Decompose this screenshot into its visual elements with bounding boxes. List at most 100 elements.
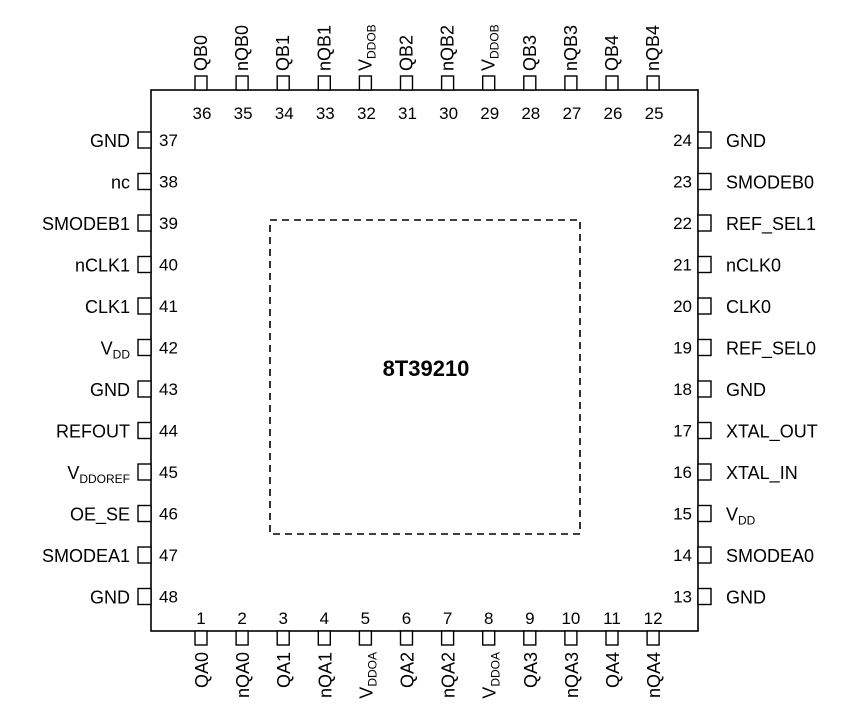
pin-number-29: 29 xyxy=(480,104,499,123)
pin-pad-41 xyxy=(137,297,152,315)
pin-8: 8 VDDOA xyxy=(480,609,503,699)
pin-15: 15 VDD xyxy=(673,505,756,528)
pin-name-left-4: CLK1 xyxy=(85,297,130,317)
pin-pad-21 xyxy=(697,255,712,274)
pin-pad-44 xyxy=(137,421,152,440)
pin-name-bottom-8: QA3 xyxy=(521,652,541,688)
pin-number-18: 18 xyxy=(673,380,692,399)
pin-number-15: 15 xyxy=(673,505,692,524)
pin-4: 4 nQA1 xyxy=(315,609,335,698)
pin-pad-36 xyxy=(194,75,208,91)
pin-pad-14 xyxy=(697,546,712,564)
pin-35: 35 nQB0 xyxy=(232,25,252,123)
pin-2: 2 nQA0 xyxy=(233,609,253,698)
pin-pad-9 xyxy=(523,630,537,646)
pin-38: 38 nc xyxy=(111,173,178,193)
pin-name-right-9: VDD xyxy=(726,505,756,528)
pin-pad-18 xyxy=(697,380,712,398)
pin-name-bottom-11: nQA4 xyxy=(644,652,664,698)
pin-pad-25 xyxy=(646,75,660,91)
pin-11: 11 QA4 xyxy=(603,609,623,688)
pin-47: 47 SMODEA1 xyxy=(42,546,178,566)
pin-name-bottom-10: QA4 xyxy=(603,652,623,688)
pin-10: 10 nQA3 xyxy=(561,609,581,698)
left-pin-column: 37 GND 38 nc 39 SMODEB1 40 nCLK1 41 CLK1 42 VDD 43 GN… xyxy=(42,131,178,608)
pin-pad-46 xyxy=(137,504,152,523)
pin-number-22: 22 xyxy=(673,214,692,233)
pin-pad-16 xyxy=(697,463,712,481)
pin-number-11: 11 xyxy=(603,609,621,628)
pin-number-40: 40 xyxy=(159,256,178,275)
pin-number-26: 26 xyxy=(604,104,623,123)
pin-33: 33 nQB1 xyxy=(314,25,334,123)
pin-25: 25 nQB4 xyxy=(643,25,663,123)
chip-body xyxy=(150,89,699,632)
pin-number-36: 36 xyxy=(193,104,212,123)
pin-number-4: 4 xyxy=(320,609,329,628)
pin-pad-20 xyxy=(697,297,712,315)
pin-name-left-11: GND xyxy=(90,588,130,608)
pin-19: 19 REF_SEL0 xyxy=(673,339,816,360)
pin-name-top-0: QB0 xyxy=(191,35,211,71)
pin-name-bottom-2: QA1 xyxy=(274,652,294,688)
pin-5: 5 VDDOA xyxy=(356,609,379,699)
pin-number-39: 39 xyxy=(159,214,178,233)
pin-name-top-8: QB3 xyxy=(520,35,540,71)
pin-number-48: 48 xyxy=(159,588,178,607)
pin-pad-37 xyxy=(137,131,152,149)
pin-name-left-3: nCLK1 xyxy=(75,256,130,276)
pin-number-25: 25 xyxy=(645,104,664,123)
pin-name-top-4: VDDOB xyxy=(355,24,378,71)
pin-41: 41 CLK1 xyxy=(85,297,178,317)
pin-43: 43 GND xyxy=(90,380,178,400)
pin-name-bottom-0: QA0 xyxy=(192,652,212,688)
pin-number-13: 13 xyxy=(673,588,692,607)
pin-22: 22 REF_SEL1 xyxy=(673,214,816,235)
pin-number-10: 10 xyxy=(561,609,580,628)
pin-32: 32 VDDOB xyxy=(355,24,378,123)
pin-number-33: 33 xyxy=(316,104,335,123)
pin-42: 42 VDD xyxy=(101,339,178,362)
pin-name-bottom-4: VDDOA xyxy=(356,652,379,699)
pin-number-20: 20 xyxy=(673,297,692,316)
pin-46: 46 OE_SE xyxy=(70,505,178,526)
pin-pad-27 xyxy=(564,75,578,91)
pin-pad-23 xyxy=(697,172,712,191)
pin-45: 45 VDDOREF xyxy=(67,463,178,486)
pin-number-43: 43 xyxy=(159,380,178,399)
pin-number-30: 30 xyxy=(439,104,458,123)
pin-30: 30 nQB2 xyxy=(438,25,458,123)
pin-number-47: 47 xyxy=(159,546,178,565)
pin-name-bottom-1: nQA0 xyxy=(233,652,253,698)
pin-pad-26 xyxy=(605,75,619,91)
pin-number-19: 19 xyxy=(673,339,692,358)
pin-name-right-8: XTAL_IN xyxy=(726,463,798,484)
pin-number-28: 28 xyxy=(521,104,540,123)
pin-pad-12 xyxy=(646,630,660,646)
pin-name-top-7: VDDOB xyxy=(479,24,502,71)
pin-number-31: 31 xyxy=(398,104,417,123)
pin-name-bottom-7: VDDOA xyxy=(480,652,503,699)
pin-pad-34 xyxy=(276,75,290,91)
pin-name-top-9: nQB3 xyxy=(561,25,581,71)
pin-pad-2 xyxy=(235,630,249,646)
pin-pad-47 xyxy=(137,546,152,564)
pin-21: 21 nCLK0 xyxy=(673,256,781,276)
pin-name-top-2: QB1 xyxy=(273,35,293,71)
pin-number-6: 6 xyxy=(402,609,411,628)
pin-18: 18 GND xyxy=(673,380,766,400)
pin-name-top-1: nQB0 xyxy=(232,25,252,71)
pin-pad-13 xyxy=(697,587,712,606)
pin-number-2: 2 xyxy=(237,609,246,628)
pin-number-42: 42 xyxy=(159,339,178,358)
top-pin-row: 36 QB0 35 nQB0 34 QB1 33 nQB1 32 VDDOB 31 QB2 30 nQB2… xyxy=(191,24,664,123)
pin-number-35: 35 xyxy=(234,104,253,123)
pin-name-right-4: CLK0 xyxy=(726,297,771,317)
pin-name-left-7: REFOUT xyxy=(56,422,130,442)
pin-number-44: 44 xyxy=(159,422,178,441)
pin-pad-22 xyxy=(697,214,712,232)
pin-9: 9 QA3 xyxy=(521,609,541,688)
pin-number-21: 21 xyxy=(673,256,692,275)
pin-name-left-0: GND xyxy=(90,131,130,151)
pin-name-top-3: nQB1 xyxy=(314,25,334,71)
